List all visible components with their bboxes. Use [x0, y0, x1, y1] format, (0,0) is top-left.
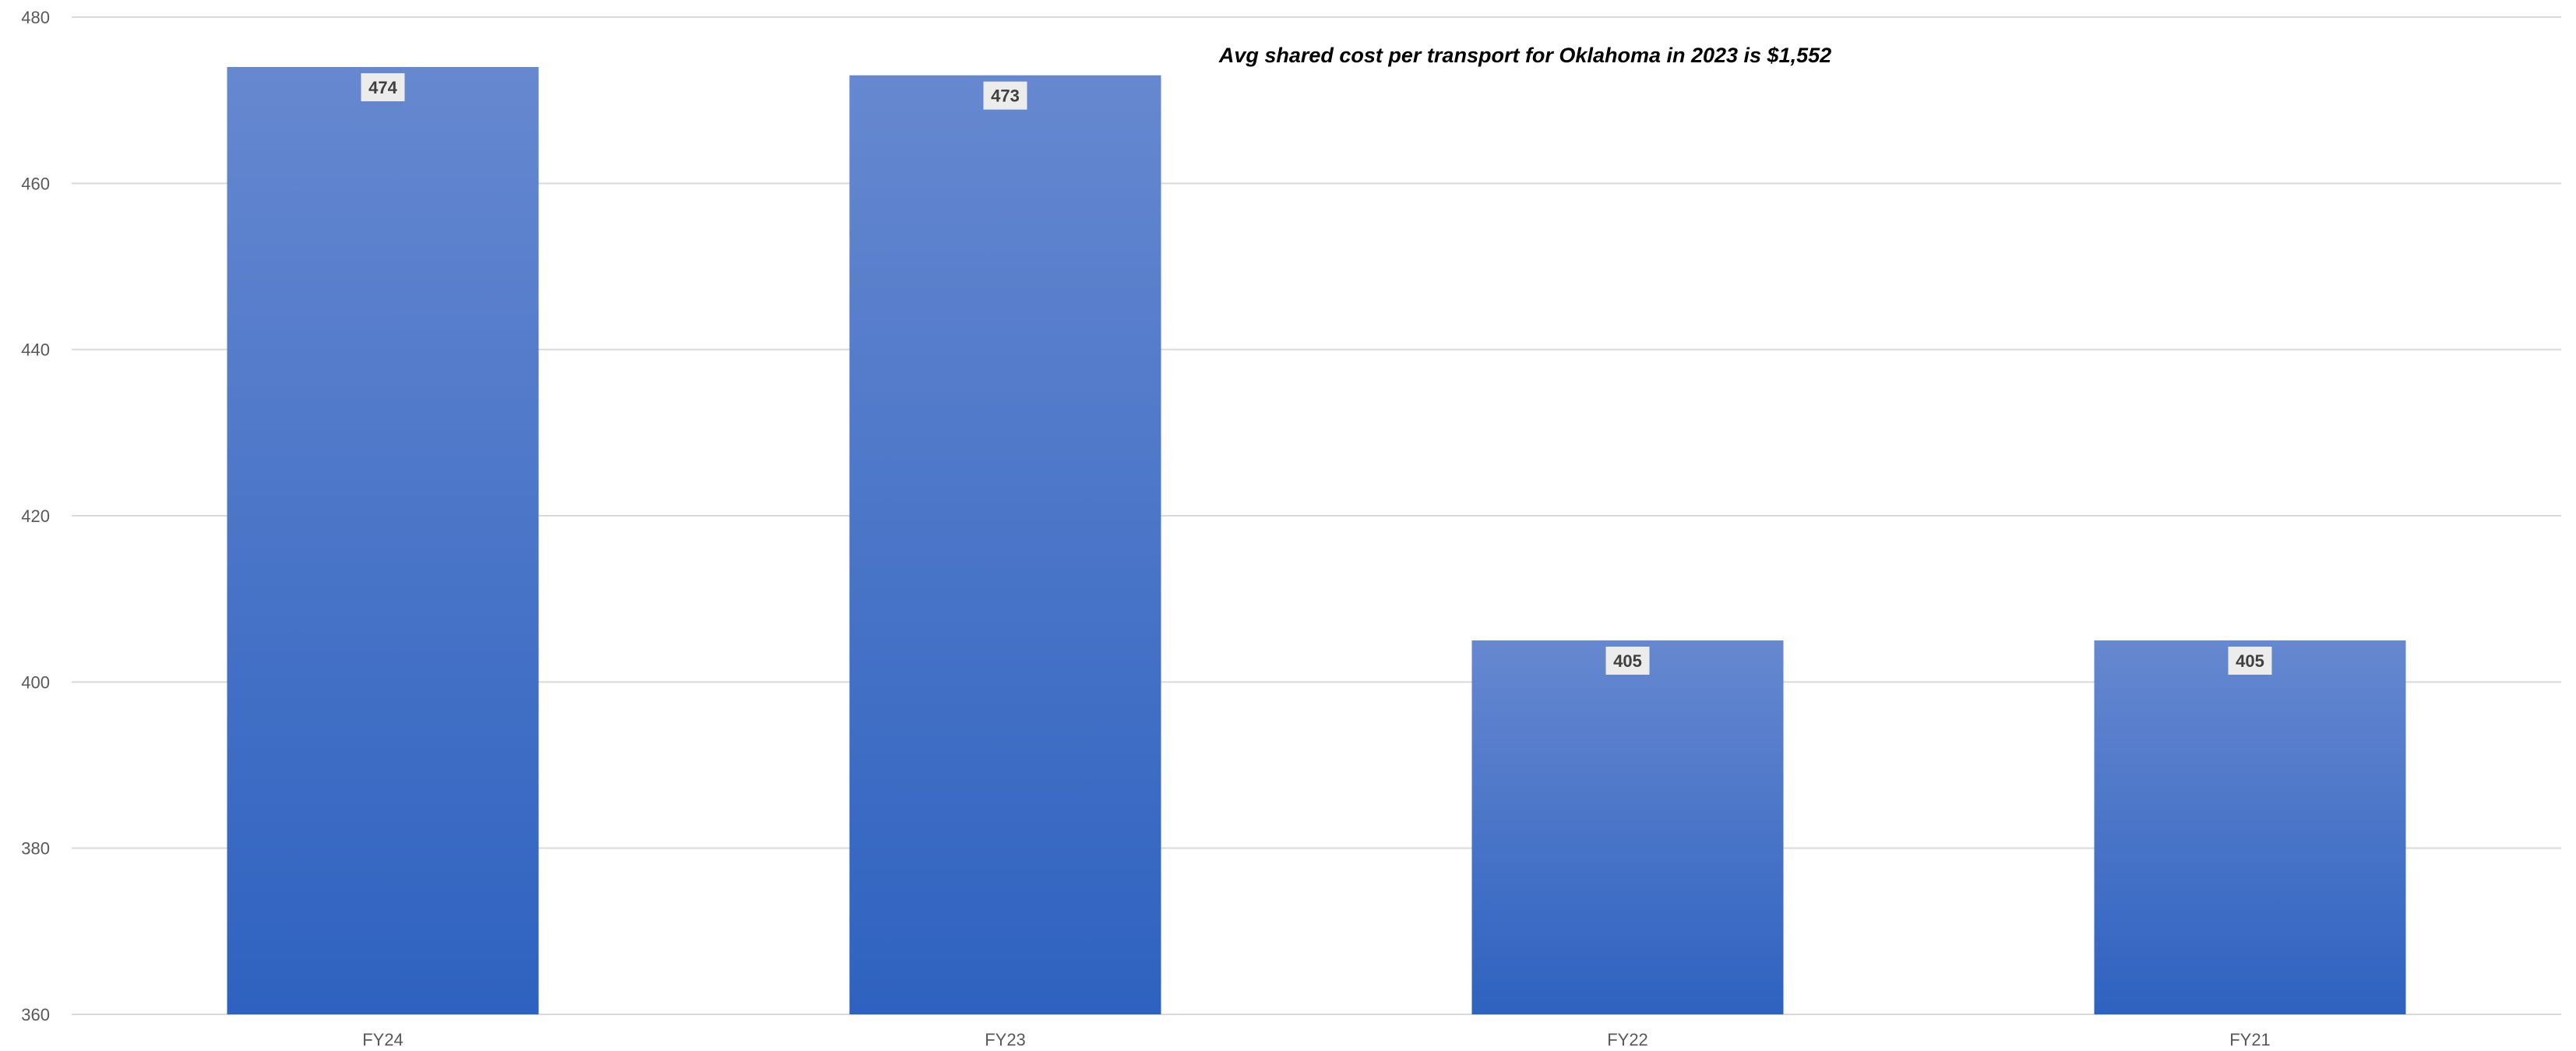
y-tick-label: 420 [21, 506, 50, 526]
data-label-fy22: 405 [1613, 651, 1642, 671]
data-labels: 474 473 405 405 [361, 73, 2272, 675]
chart-annotation: Avg shared cost per transport for Oklaho… [1218, 44, 1831, 67]
y-tick-label: 440 [21, 340, 50, 360]
x-axis: FY24 FY23 FY22 FY21 [362, 1030, 2271, 1049]
y-tick-label: 460 [21, 174, 50, 193]
data-label-box [361, 73, 405, 101]
y-axis: 360 380 400 420 440 460 480 [21, 8, 50, 1025]
x-tick-label-fy24: FY24 [362, 1030, 403, 1049]
data-label-box [1605, 647, 1650, 675]
data-label-fy24: 474 [368, 78, 397, 97]
data-label-fy23: 473 [991, 86, 1020, 106]
y-tick-label: 360 [21, 1005, 50, 1025]
bar-fy23 [849, 75, 1161, 1015]
bars [227, 67, 2406, 1015]
bar-fy24 [227, 67, 539, 1014]
y-tick-label: 480 [21, 8, 50, 27]
data-label-fy21: 405 [2236, 651, 2264, 671]
data-label-box [983, 81, 1027, 110]
x-tick-label-fy23: FY23 [985, 1030, 1026, 1049]
y-tick-label: 400 [21, 672, 50, 692]
bar-fy22 [1471, 640, 1784, 1014]
data-label-box [2228, 647, 2272, 675]
x-tick-label-fy21: FY21 [2229, 1030, 2271, 1049]
y-tick-label: 380 [21, 839, 50, 859]
bar-fy21 [2094, 640, 2406, 1014]
x-tick-label-fy22: FY22 [1607, 1030, 1648, 1049]
